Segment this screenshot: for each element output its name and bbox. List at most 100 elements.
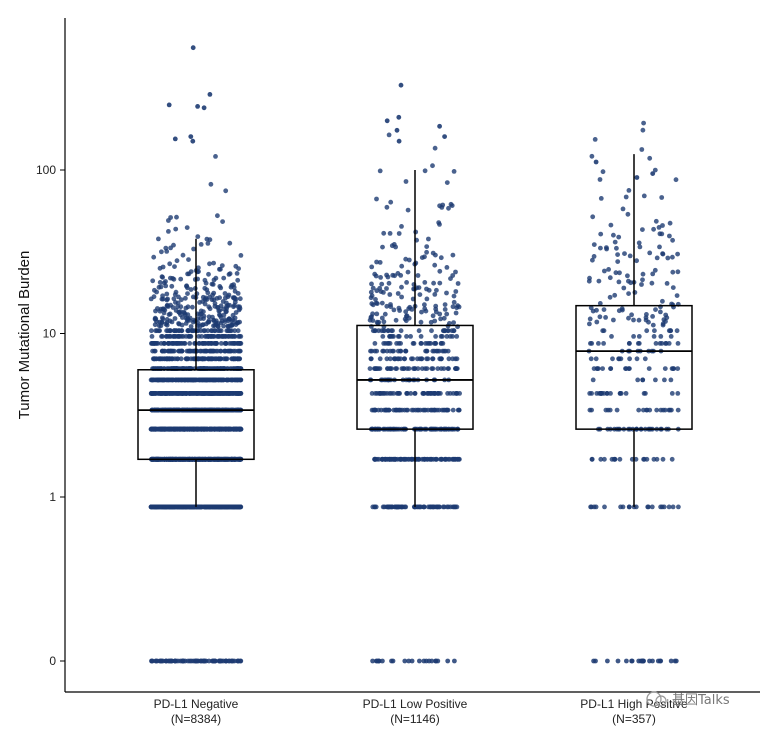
data-point bbox=[210, 334, 216, 339]
data-point bbox=[177, 348, 183, 354]
data-point bbox=[194, 291, 200, 297]
data-point bbox=[233, 391, 239, 396]
data-point bbox=[668, 658, 674, 664]
data-point bbox=[189, 391, 195, 396]
data-point bbox=[184, 225, 190, 231]
data-point bbox=[393, 456, 398, 462]
data-point bbox=[672, 658, 678, 664]
data-point bbox=[415, 356, 420, 362]
data-point bbox=[386, 280, 392, 286]
data-point bbox=[434, 456, 440, 462]
data-point bbox=[180, 391, 185, 396]
data-point bbox=[389, 334, 395, 339]
x-category-n: (N=8384) bbox=[171, 712, 221, 726]
data-point bbox=[224, 377, 230, 383]
data-point bbox=[646, 366, 652, 371]
data-point bbox=[647, 250, 653, 256]
data-point bbox=[433, 252, 438, 258]
data-point bbox=[624, 658, 629, 664]
data-point bbox=[596, 341, 601, 346]
watermark-text: 基因Talks bbox=[672, 693, 730, 708]
data-point bbox=[440, 504, 446, 510]
data-point bbox=[623, 391, 629, 396]
data-point bbox=[676, 504, 681, 510]
data-point bbox=[602, 504, 607, 510]
data-point bbox=[209, 377, 215, 383]
data-point bbox=[209, 281, 215, 287]
data-point bbox=[174, 258, 180, 264]
data-point bbox=[170, 341, 175, 346]
data-point bbox=[165, 334, 171, 339]
outlier-point bbox=[396, 138, 402, 144]
data-point bbox=[167, 356, 173, 362]
data-point bbox=[675, 251, 680, 257]
data-point bbox=[222, 341, 228, 346]
data-point bbox=[670, 504, 676, 510]
data-point bbox=[667, 220, 673, 226]
data-point bbox=[219, 318, 225, 324]
data-point bbox=[621, 285, 627, 291]
data-point bbox=[369, 293, 375, 299]
data-point bbox=[625, 273, 630, 279]
data-point bbox=[601, 328, 607, 334]
x-category-labels: PD-L1 Negative(N=8384) PD-L1 Low Positive… bbox=[154, 697, 688, 726]
data-point bbox=[157, 658, 163, 664]
data-point bbox=[205, 377, 211, 383]
data-point bbox=[237, 348, 243, 354]
data-point bbox=[161, 426, 167, 432]
data-point bbox=[391, 242, 397, 247]
data-point bbox=[640, 277, 645, 283]
data-point bbox=[623, 194, 629, 200]
data-point bbox=[659, 341, 665, 346]
data-point bbox=[432, 145, 438, 151]
data-point bbox=[626, 291, 631, 296]
data-point bbox=[416, 407, 421, 413]
data-point bbox=[171, 296, 177, 302]
data-point bbox=[612, 239, 618, 245]
data-point bbox=[413, 260, 419, 266]
data-point bbox=[190, 504, 196, 510]
data-point bbox=[636, 334, 642, 339]
data-point bbox=[636, 317, 642, 323]
data-point bbox=[671, 366, 677, 371]
data-point bbox=[235, 277, 241, 283]
data-point bbox=[234, 271, 240, 276]
x-category-n: (N=1146) bbox=[390, 712, 439, 726]
data-point bbox=[604, 246, 609, 252]
outlier-point bbox=[195, 104, 201, 109]
data-point bbox=[238, 253, 244, 258]
data-point bbox=[589, 391, 594, 396]
data-point bbox=[663, 312, 669, 318]
data-point bbox=[159, 296, 165, 302]
data-point bbox=[218, 348, 224, 354]
data-point bbox=[631, 504, 637, 510]
data-point bbox=[422, 456, 428, 462]
data-point bbox=[627, 356, 632, 362]
data-point bbox=[167, 311, 173, 317]
data-point bbox=[184, 391, 190, 396]
data-point bbox=[598, 231, 604, 237]
data-point bbox=[376, 658, 382, 664]
data-point bbox=[651, 334, 657, 339]
data-point bbox=[377, 356, 383, 362]
data-point bbox=[618, 391, 624, 396]
data-point bbox=[372, 341, 378, 346]
data-point bbox=[236, 266, 242, 271]
data-point bbox=[198, 658, 204, 664]
data-point bbox=[659, 231, 665, 237]
data-point bbox=[660, 321, 666, 327]
data-point bbox=[657, 244, 662, 250]
data-point bbox=[199, 426, 204, 432]
data-point bbox=[169, 391, 175, 396]
data-point bbox=[218, 285, 224, 291]
y-ticks: 0 1 10 100 bbox=[36, 163, 65, 668]
data-point bbox=[183, 334, 189, 339]
y-tick-label: 0 bbox=[49, 654, 56, 668]
data-point bbox=[376, 391, 382, 396]
data-point bbox=[172, 264, 177, 269]
data-point bbox=[605, 658, 610, 664]
data-point bbox=[445, 391, 450, 396]
data-point bbox=[374, 311, 380, 317]
data-point bbox=[373, 300, 379, 306]
data-point bbox=[590, 214, 596, 220]
